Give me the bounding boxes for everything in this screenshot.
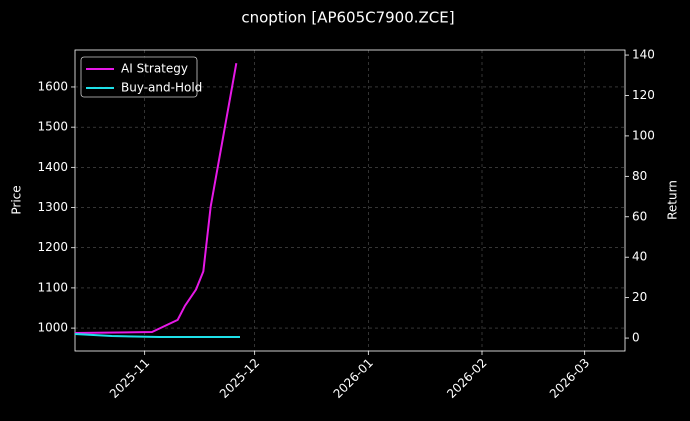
y2-tick-label: 80 <box>632 169 647 183</box>
y2-tick-label: 120 <box>632 88 655 102</box>
series-line <box>74 62 238 335</box>
y-axis-label: Price <box>10 185 24 214</box>
y-tick-label: 1600 <box>37 79 68 93</box>
chart-title: cnoption [AP605C7900.ZCE] <box>241 9 454 27</box>
legend-label: AI Strategy <box>121 62 188 76</box>
y-tick-label: 1100 <box>37 280 68 294</box>
legend-label: Buy-and-Hold <box>121 81 202 95</box>
y-tick-label: 1300 <box>37 200 68 214</box>
y2-tick-label: 60 <box>632 209 647 223</box>
series-line <box>74 333 240 339</box>
y2-axis-label: Return <box>666 180 680 220</box>
y2-tick-label: 40 <box>632 250 647 264</box>
y2-tick-label: 100 <box>632 128 655 142</box>
y-tick-label: 1500 <box>37 120 68 134</box>
y2-tick-label: 0 <box>632 331 640 345</box>
y2-tick-label: 20 <box>632 290 647 304</box>
plot-frame <box>74 49 626 352</box>
y-tick-label: 1200 <box>37 240 68 254</box>
y2-tick-label: 140 <box>632 48 655 62</box>
y-tick-label: 1000 <box>37 321 68 335</box>
y-tick-label: 1400 <box>37 160 68 174</box>
